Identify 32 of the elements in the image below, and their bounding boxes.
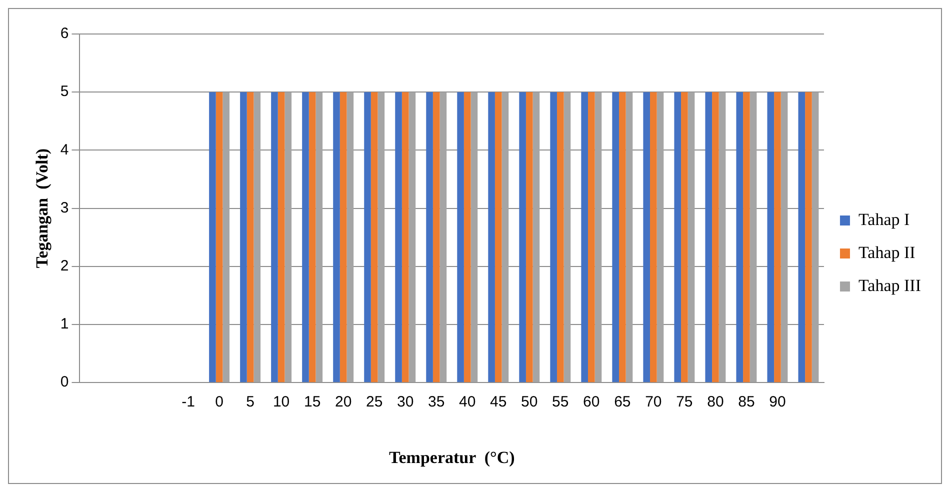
x-tick-label: 20 xyxy=(334,394,352,411)
x-tick-label: 55 xyxy=(552,394,569,411)
x-tick-label: 30 xyxy=(397,394,414,411)
x-tick-label: 65 xyxy=(614,394,631,411)
x-tick-label: 40 xyxy=(459,394,476,411)
x-axis-title: Temperatur (°C) xyxy=(388,448,515,468)
x-tick-label: 50 xyxy=(521,394,538,411)
x-tick-label: 0 xyxy=(215,394,224,411)
y-tick-label: 2 xyxy=(60,258,69,275)
x-tick-label: 10 xyxy=(272,394,290,411)
x-tick-label: 75 xyxy=(676,394,693,411)
legend-label: Tahap I xyxy=(858,210,910,229)
legend-label: Tahap III xyxy=(858,276,922,295)
x-tick-label: 15 xyxy=(304,394,321,411)
y-tick-label: 1 xyxy=(60,316,69,333)
x-tick-label: 60 xyxy=(583,394,600,411)
y-axis-title: Tegangan (Volt) xyxy=(32,148,52,268)
x-tick-label: 45 xyxy=(490,394,507,411)
y-tick-label: 0 xyxy=(60,374,69,391)
x-tick-label: 35 xyxy=(428,394,445,411)
y-tick-label: 4 xyxy=(60,141,69,158)
x-tick-label: 70 xyxy=(645,394,662,411)
x-tick-label: 80 xyxy=(707,394,724,411)
x-tick-label: 25 xyxy=(366,394,383,411)
y-tick-label: 6 xyxy=(60,25,69,42)
x-tick-label: -1 xyxy=(182,394,195,411)
x-tick-label: 5 xyxy=(246,394,254,411)
legend-label: Tahap II xyxy=(858,242,916,262)
x-tick-label: 90 xyxy=(769,394,786,411)
y-tick-label: 3 xyxy=(60,199,69,216)
y-tick-label: 5 xyxy=(60,83,69,100)
x-tick-label: 85 xyxy=(738,394,755,411)
